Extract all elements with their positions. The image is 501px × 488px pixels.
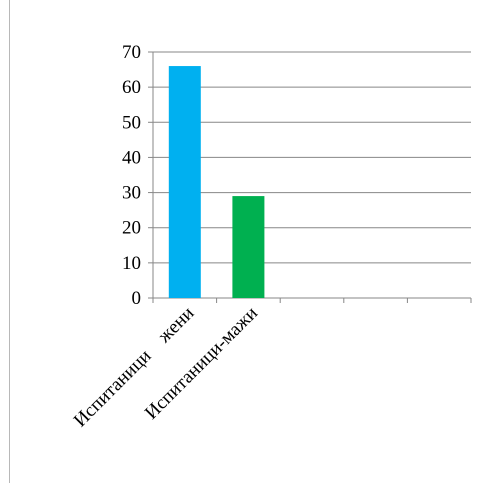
bar-1 [168,66,201,298]
y-tick-label: 40 [122,147,141,168]
y-tick-label: 60 [122,77,141,98]
left-border-line [9,0,10,483]
gridlines [153,51,471,264]
bar-2 [232,196,265,298]
bars [168,66,265,298]
y-tick-label: 70 [122,42,141,63]
y-tick-label: 10 [122,253,141,274]
x-category-label: Испитаници жени [70,303,199,432]
y-tick-label: 50 [122,112,141,133]
x-category-label: Испитаници-мажи [141,303,262,424]
axes [148,51,472,303]
y-tick-label: 30 [122,183,141,204]
y-tick-label: 20 [122,218,141,239]
y-tick-label: 0 [132,288,142,309]
